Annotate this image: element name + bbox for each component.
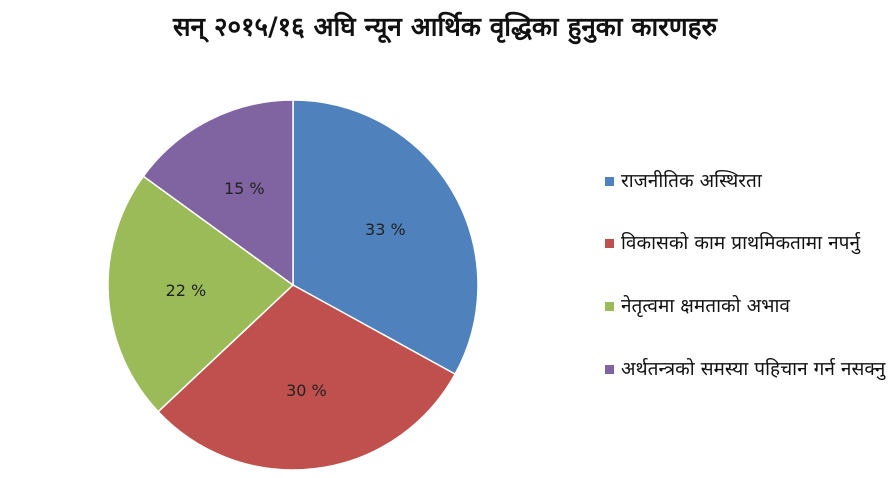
pie-slice xyxy=(157,284,457,471)
pie-slice xyxy=(292,99,479,376)
legend-label: अर्थतन्त्रको समस्या पहिचान गर्न नसक्नु xyxy=(621,358,886,380)
data-label: 22 % xyxy=(166,281,207,300)
data-label: 30 % xyxy=(286,381,327,400)
chart-title: सन् २०१५/१६ अघि न्यून आर्थिक वृद्धिका हु… xyxy=(172,12,719,45)
legend-label: विकासको काम प्राथमिकतामा नपर्नु xyxy=(621,232,861,254)
legend-swatch xyxy=(605,239,614,248)
legend-label: राजनीतिक अस्थिरता xyxy=(621,170,762,192)
legend-swatch xyxy=(605,365,614,374)
pie-slice xyxy=(107,175,295,413)
legend-item: अर्थतन्त्रको समस्या पहिचान गर्न नसक्नु xyxy=(605,353,890,385)
legend-item: राजनीतिक अस्थिरता xyxy=(605,165,890,197)
legend-label: नेतृत्वमा क्षमताको अभाव xyxy=(621,295,790,317)
legend-swatch xyxy=(605,302,614,311)
data-label: 33 % xyxy=(365,220,406,239)
legend-swatch xyxy=(605,177,614,186)
data-label: 15 % xyxy=(224,179,265,198)
legend-item: नेतृत्वमा क्षमताको अभाव xyxy=(605,290,890,322)
legend-item: विकासको काम प्राथमिकतामा नपर्नु xyxy=(605,227,890,259)
pie-slice xyxy=(142,99,294,287)
